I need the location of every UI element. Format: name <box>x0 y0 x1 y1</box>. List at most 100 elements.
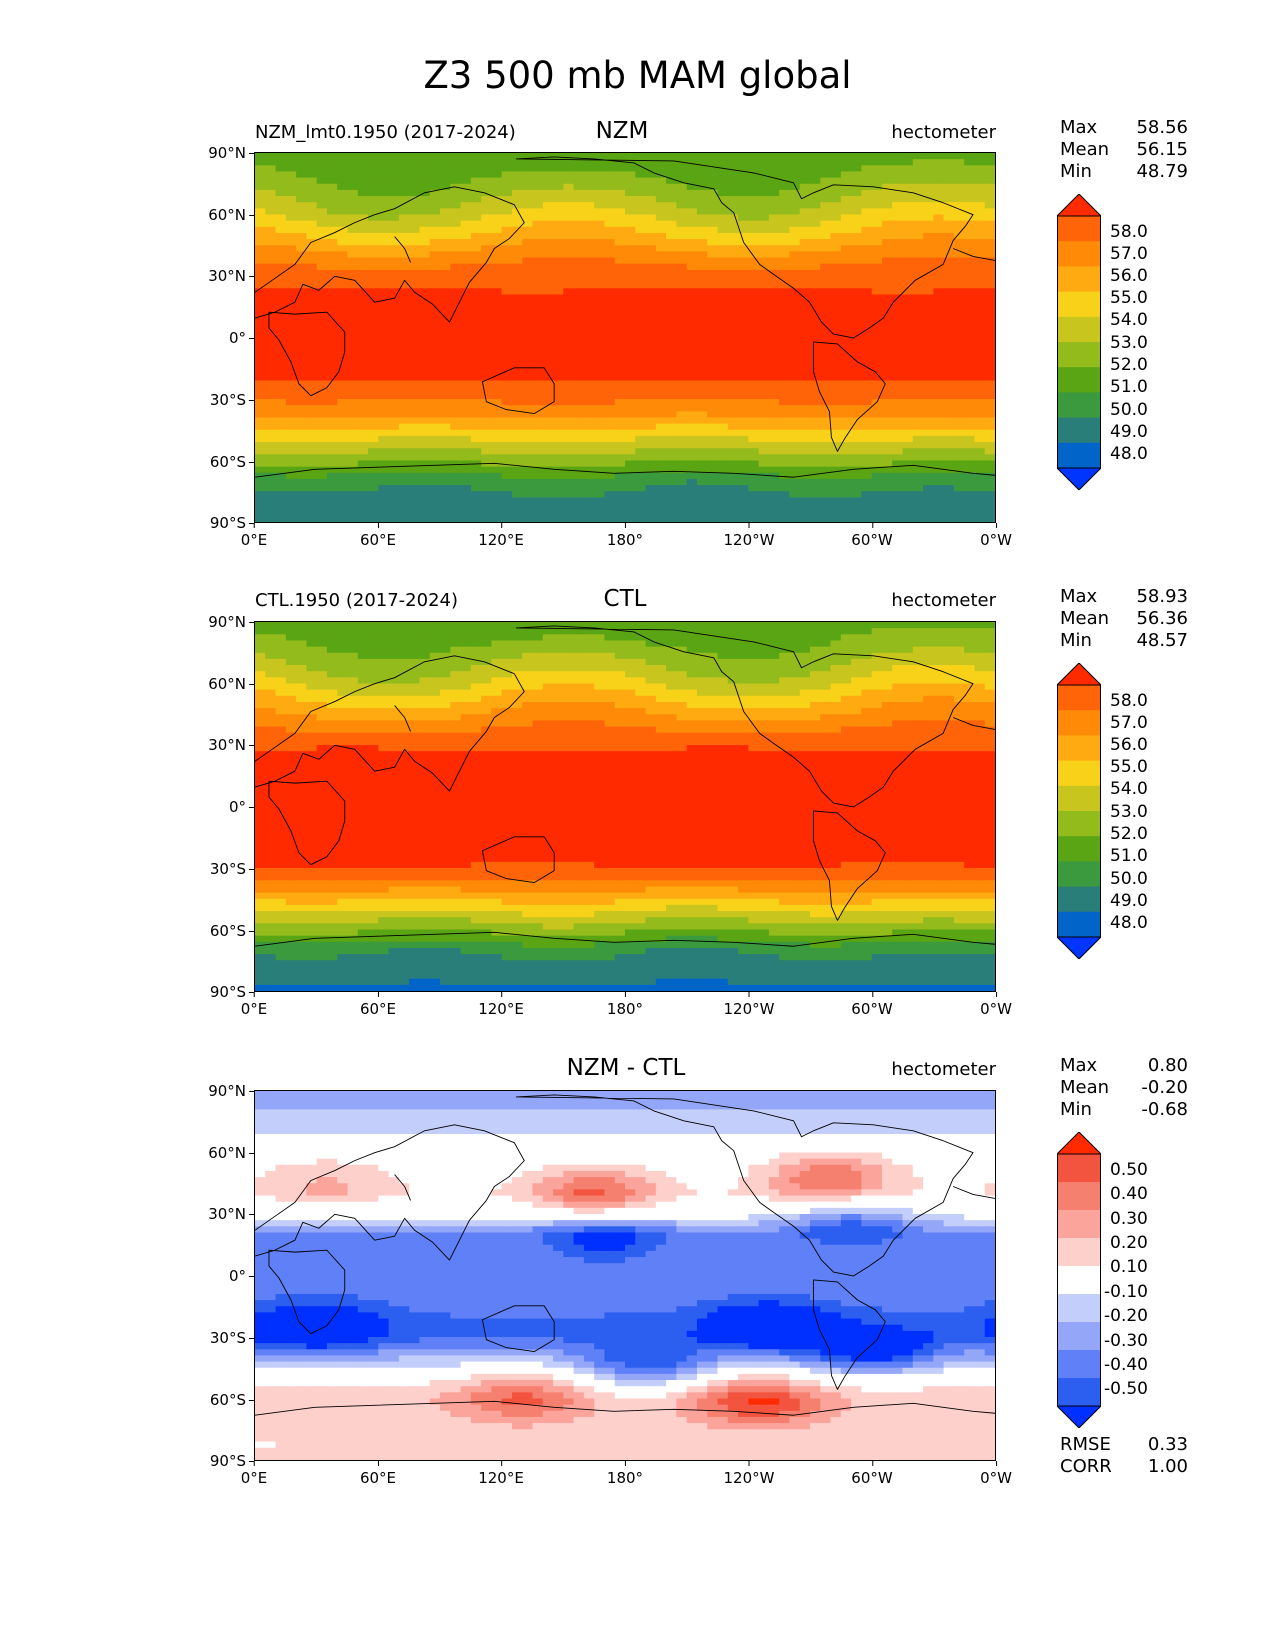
field-cell <box>933 276 945 283</box>
field-cell <box>851 300 862 308</box>
field-cell <box>738 319 749 326</box>
field-cell <box>398 460 410 468</box>
field-cell <box>409 257 421 265</box>
field-cell <box>357 386 369 394</box>
field-cell <box>440 671 451 678</box>
field-cell <box>789 306 801 314</box>
field-cell <box>748 232 760 240</box>
field-cell <box>470 478 482 486</box>
field-cell <box>501 319 513 326</box>
colorbar-label: 54.0 <box>1110 310 1148 330</box>
field-cell <box>953 448 965 455</box>
field-cell <box>532 214 544 222</box>
field-cell <box>563 337 575 345</box>
field-cell <box>470 288 482 296</box>
field-cell <box>450 239 462 246</box>
field-cell <box>275 331 287 339</box>
field-cell <box>923 466 934 474</box>
field-cell <box>984 466 995 474</box>
field-cell <box>666 466 677 474</box>
field-cell <box>532 288 544 296</box>
field-cell <box>851 337 862 345</box>
field-cell <box>861 245 873 252</box>
field-cell <box>563 622 575 629</box>
coastline <box>952 248 995 261</box>
field-cell <box>840 177 852 185</box>
field-cell <box>902 325 914 332</box>
field-cell <box>440 196 451 203</box>
field-cell <box>635 282 647 289</box>
field-cell <box>583 337 595 345</box>
field-cell <box>748 417 760 425</box>
map-plot[interactable] <box>254 621 996 992</box>
field-cell <box>368 208 379 216</box>
field-cell <box>357 232 369 240</box>
field-cell <box>491 423 503 431</box>
field-cell <box>707 196 719 203</box>
field-cell <box>851 448 862 455</box>
field-cell <box>871 380 883 388</box>
field-cell <box>285 417 297 425</box>
field-cell <box>717 214 729 222</box>
field-cell <box>326 405 338 412</box>
field-cell <box>419 374 431 382</box>
colorbar <box>1057 194 1101 490</box>
colorbar-segment <box>1057 241 1101 267</box>
field-cell <box>255 429 266 437</box>
field-cell <box>892 628 904 635</box>
field-cell <box>316 362 328 369</box>
field-cell <box>306 300 318 308</box>
field-cell <box>460 392 472 400</box>
field-cell <box>275 448 287 455</box>
field-cell <box>553 349 564 357</box>
field-cell <box>748 472 760 480</box>
field-cell <box>830 448 842 455</box>
field-cell <box>871 405 883 412</box>
field-cell <box>265 515 277 522</box>
field-cell <box>470 435 482 443</box>
field-cell <box>347 343 359 351</box>
field-cell <box>923 226 934 234</box>
map-plot[interactable] <box>254 152 996 523</box>
field-cell <box>799 503 811 511</box>
field-cell <box>594 306 606 314</box>
field-cell <box>768 251 780 259</box>
field-cell <box>748 646 760 654</box>
field-cell <box>727 386 739 394</box>
field-cell <box>758 423 770 431</box>
field-cell <box>337 423 349 431</box>
field-cell <box>542 239 554 246</box>
field-cell <box>923 665 934 672</box>
field-cell <box>347 355 359 363</box>
field-cell <box>491 282 503 289</box>
field-cell <box>522 196 534 203</box>
field-cell <box>491 392 503 400</box>
field-cell <box>923 343 934 351</box>
field-cell <box>450 640 462 648</box>
field-cell <box>378 411 390 419</box>
field-cell <box>696 423 708 431</box>
field-cell <box>738 269 749 277</box>
field-cell <box>542 183 554 191</box>
field-cell <box>676 282 688 289</box>
field-cell <box>830 485 842 492</box>
colorbar-segment <box>1057 442 1101 469</box>
field-cell <box>727 405 739 412</box>
field-cell <box>738 628 749 635</box>
field-cell <box>511 325 523 332</box>
field-cell <box>326 640 338 648</box>
field-cell <box>326 319 338 326</box>
field-cell <box>635 646 647 654</box>
field-cell <box>768 478 780 486</box>
field-cell <box>686 177 698 185</box>
field-cell <box>820 417 832 425</box>
field-cell <box>265 263 277 271</box>
field-cell <box>450 515 462 522</box>
field-cell <box>347 362 359 369</box>
field-cell <box>738 165 749 173</box>
field-cell <box>326 159 338 166</box>
field-cell <box>265 628 277 635</box>
field-cell <box>881 202 893 209</box>
field-cell <box>625 429 636 437</box>
field-cell <box>583 282 595 289</box>
